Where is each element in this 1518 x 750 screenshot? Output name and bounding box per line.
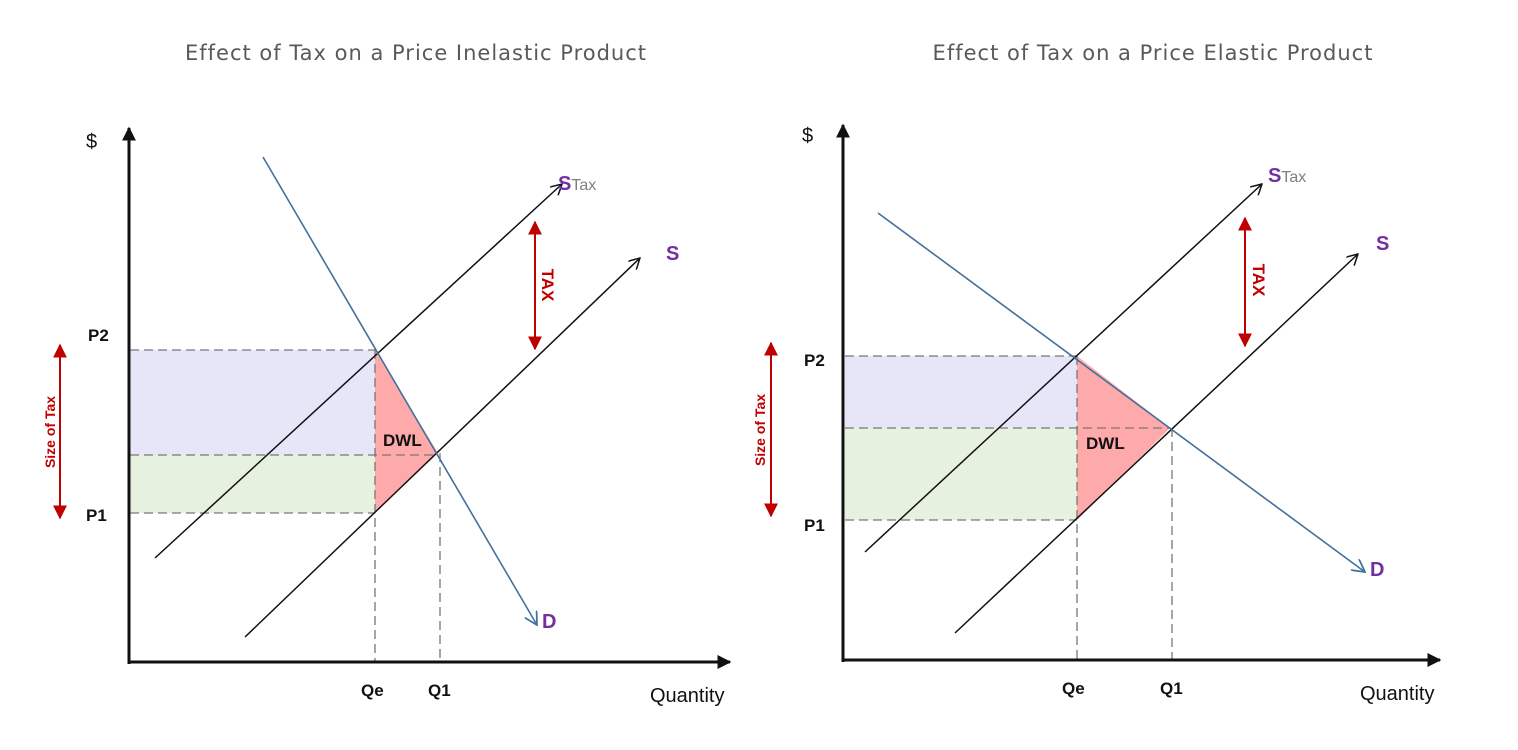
producer-tax-burden-area — [845, 428, 1077, 520]
supply-tax-label: STax — [558, 173, 596, 195]
chart-title: Effect of Tax on a Price Elastic Product — [933, 41, 1374, 65]
producer-tax-burden-area — [130, 455, 375, 513]
y-axis-label: $ — [802, 125, 813, 147]
demand-curve — [262, 156, 537, 625]
y-axis-label: $ — [86, 131, 97, 153]
dwl-label: DWL — [383, 431, 422, 450]
demand-label: D — [542, 611, 556, 633]
q1-label: Q1 — [428, 681, 451, 700]
q1-label: Q1 — [1160, 679, 1183, 698]
supply-label: S — [1376, 233, 1389, 255]
supply-label: S — [666, 243, 679, 265]
p2-label: P2 — [88, 326, 109, 345]
inelastic-panel: Effect of Tax on a Price Inelastic Produ… — [42, 41, 732, 707]
deadweight-loss-area — [375, 350, 438, 513]
size-of-tax-label: Size of Tax — [42, 396, 58, 468]
p1-label: P1 — [86, 506, 107, 525]
elastic-panel: Effect of Tax on a Price Elastic Product… — [752, 41, 1442, 705]
supply-curve — [244, 258, 640, 638]
tax-label: TAX — [1249, 264, 1268, 297]
deadweight-loss-area — [1077, 356, 1170, 520]
demand-curve — [877, 212, 1365, 572]
consumer-tax-burden-area — [130, 350, 375, 455]
dwl-label: DWL — [1086, 434, 1125, 453]
chart-title: Effect of Tax on a Price Inelastic Produ… — [185, 41, 647, 65]
supply-tax-curve — [154, 184, 562, 559]
x-axis-label: Quantity — [650, 685, 724, 707]
consumer-tax-burden-area — [845, 356, 1077, 428]
p1-label: P1 — [804, 516, 825, 535]
qe-label: Qe — [1062, 679, 1085, 698]
supply-curve — [954, 254, 1358, 634]
tax-label: TAX — [538, 269, 557, 302]
p2-label: P2 — [804, 351, 825, 370]
demand-label: D — [1370, 559, 1384, 581]
supply-tax-label: STax — [1268, 165, 1306, 187]
x-axis-label: Quantity — [1360, 683, 1434, 705]
size-of-tax-label: Size of Tax — [752, 394, 768, 466]
supply-tax-curve — [864, 184, 1262, 553]
qe-label: Qe — [361, 681, 384, 700]
